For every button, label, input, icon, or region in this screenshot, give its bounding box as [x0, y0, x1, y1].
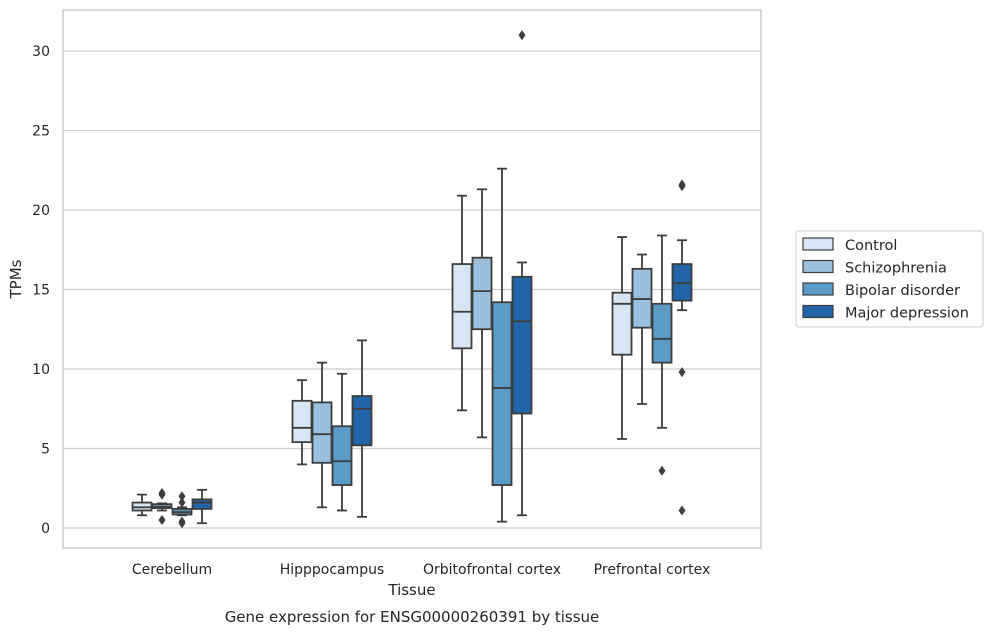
box	[331, 372, 353, 512]
outlier-point	[178, 497, 186, 508]
y-tick-label: 0	[41, 521, 50, 537]
box	[311, 361, 333, 509]
legend-item: Schizophrenia	[802, 259, 947, 277]
legend-swatch	[802, 237, 834, 251]
outlier-point	[678, 367, 686, 378]
chart-caption: Gene expression for ENSG00000260391 by t…	[225, 608, 600, 626]
box	[511, 30, 533, 517]
box	[631, 253, 653, 405]
outlier-point	[178, 518, 186, 529]
legend-label: Bipolar disorder	[845, 283, 960, 299]
box-body	[291, 399, 313, 444]
legend-swatch	[802, 259, 834, 274]
y-axis-label: TPMs	[7, 259, 25, 299]
box-body	[311, 401, 333, 464]
outlier-point	[678, 181, 686, 192]
y-tick-label: 15	[32, 283, 50, 299]
legend-frame	[795, 230, 984, 328]
legend-item: Bipolar disorder	[802, 282, 960, 299]
plot-area-frame	[62, 9, 762, 549]
box	[171, 491, 193, 529]
outlier-point	[658, 465, 666, 476]
box-body	[511, 275, 533, 415]
legend-item: Control	[802, 237, 897, 254]
box-series	[131, 30, 693, 529]
outlier-point	[178, 491, 186, 502]
box-body	[451, 263, 473, 350]
y-tick-label: 25	[32, 124, 50, 140]
legend-swatch	[802, 282, 834, 296]
outlier-point	[158, 515, 166, 526]
x-tick-labels: Cerebellum Hipppocampus Orbitofrontal cort…	[132, 562, 710, 578]
y-tick-label: 20	[32, 203, 50, 219]
y-tick-labels: 0 5 10 15 20 25 30	[32, 44, 50, 537]
legend-item: Major depression	[802, 304, 969, 322]
x-tick-label: Orbitofrontal cortex	[423, 562, 561, 578]
legend: Control Schizophrenia Bipolar disorder Majo…	[795, 230, 984, 328]
legend-swatch	[802, 304, 834, 319]
y-tick-label: 30	[32, 44, 50, 60]
box-body	[651, 302, 673, 364]
box	[451, 194, 473, 412]
box-body	[611, 291, 633, 356]
box-body	[351, 395, 373, 447]
box	[351, 339, 373, 518]
box-body	[491, 301, 513, 486]
legend-label: Schizophrenia	[845, 261, 947, 277]
outlier-point	[158, 488, 166, 499]
legend-label: Major depression	[845, 306, 969, 322]
x-axis-label: Tissue	[387, 581, 435, 599]
box	[151, 488, 173, 526]
box	[651, 234, 673, 476]
x-tick-label: Prefrontal cortex	[594, 562, 711, 578]
outlier-point	[518, 30, 526, 41]
y-tick-label: 10	[32, 362, 50, 378]
gridlines	[63, 50, 761, 529]
box-body	[471, 256, 493, 331]
box-body	[191, 498, 213, 510]
x-tick-label: Cerebellum	[132, 562, 212, 578]
outlier-point	[678, 505, 686, 516]
legend-label: Control	[845, 238, 897, 254]
box	[671, 179, 693, 516]
box	[491, 167, 513, 523]
box	[131, 493, 153, 517]
box	[471, 188, 493, 439]
box	[191, 488, 213, 525]
box	[611, 236, 633, 440]
box-body	[331, 425, 353, 486]
y-tick-label: 5	[41, 442, 50, 458]
x-tick-label: Hipppocampus	[280, 562, 385, 578]
box	[291, 379, 313, 466]
